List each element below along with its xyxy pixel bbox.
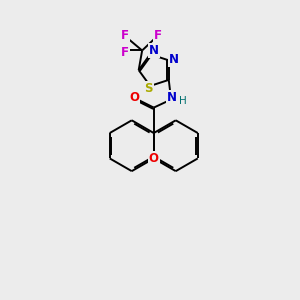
- Text: O: O: [149, 152, 159, 165]
- Text: S: S: [144, 82, 153, 95]
- Text: N: N: [167, 91, 177, 104]
- Text: N: N: [149, 44, 159, 57]
- Text: F: F: [121, 46, 129, 59]
- Text: F: F: [121, 29, 129, 42]
- Text: F: F: [154, 29, 162, 42]
- Text: H: H: [179, 96, 187, 106]
- Text: N: N: [169, 53, 179, 66]
- Text: O: O: [129, 91, 139, 104]
